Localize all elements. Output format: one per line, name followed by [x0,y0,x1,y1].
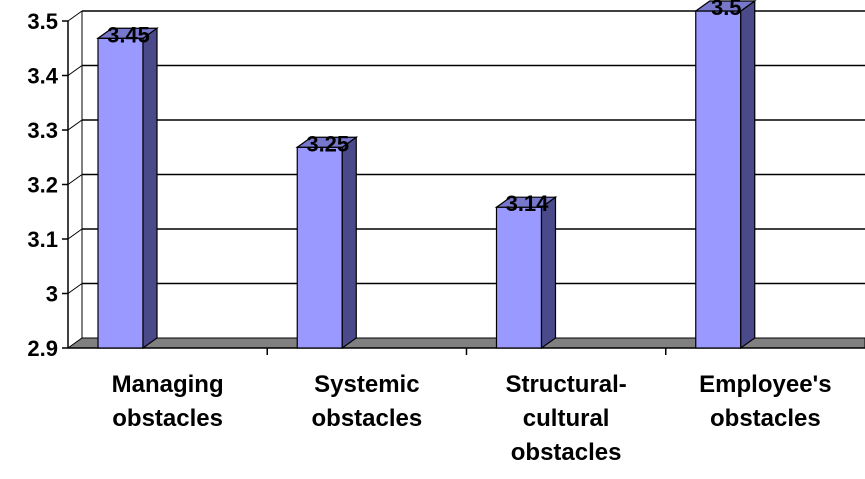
bar-front [296,146,343,349]
bar-top [693,0,757,12]
y-tick-label: 3.3 [27,118,58,143]
bar-front [695,10,742,349]
x-category-label: obstacles [511,439,622,466]
gridline-side [67,119,83,131]
gridline-side [67,283,83,294]
y-tick-label: 3.1 [27,227,58,252]
bar-side [740,0,756,350]
bar-top [494,196,558,208]
bar-top [295,136,359,148]
x-category-label: Systemic [314,371,419,398]
bar-side [341,136,357,350]
bar-side [142,27,158,350]
y-tick-label: 3.2 [27,173,58,198]
data-label: 3.5 [711,0,742,20]
y-tick-label: 3.5 [27,9,58,34]
gridline-side [67,174,83,185]
gridline-side [67,65,83,76]
gridline-side [67,10,83,22]
bar-front [495,206,543,349]
bar-side [540,196,557,350]
x-category-label: obstacles [312,405,423,432]
gridline-side [67,228,83,240]
bar-front [97,37,144,349]
y-tick-label: 3.4 [27,64,58,89]
x-category-label: obstacles [112,405,223,432]
bar-top [96,27,159,39]
x-category-label: obstacles [710,405,821,432]
data-label: 3.45 [107,22,150,47]
x-category-label: cultural [523,405,610,432]
x-category-label: Managing [112,371,224,398]
data-label: 3.14 [506,191,550,216]
data-label: 3.25 [306,131,349,156]
y-tick-label: 3 [46,282,58,307]
x-category-label: Employee's [699,371,831,398]
x-category-label: Structural- [505,371,626,398]
y-tick-label: 2.9 [27,336,58,361]
